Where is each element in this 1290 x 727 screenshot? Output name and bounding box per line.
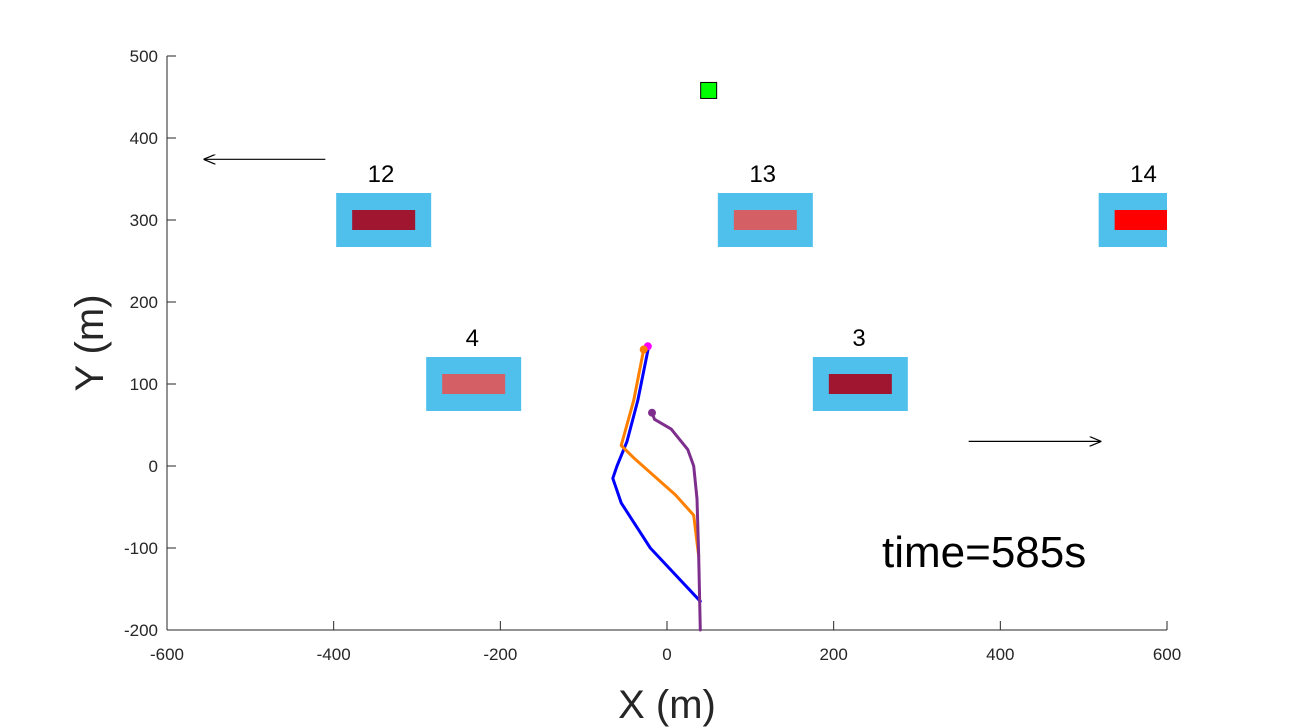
y-tick-label: 100: [130, 375, 158, 394]
x-tick-label: -600: [150, 645, 184, 664]
y-tick-label: 0: [149, 457, 158, 476]
zone-inner: [733, 210, 797, 230]
x-tick-label: 200: [819, 645, 847, 664]
zone-label: 14: [1130, 161, 1157, 188]
zone-inner: [828, 374, 892, 394]
zone-inner: [352, 210, 416, 230]
trajectory-end-marker: [648, 408, 656, 417]
time-annotation: time=585s: [882, 528, 1086, 577]
trajectory-line: [619, 348, 701, 558]
x-tick-label: 600: [1153, 645, 1181, 664]
zones: [336, 193, 1167, 411]
y-tick-label: -100: [124, 539, 158, 558]
x-tick-label: -200: [483, 645, 517, 664]
zone-inner: [442, 374, 506, 394]
trajectory-end-marker: [639, 345, 648, 354]
zone-label: 13: [749, 161, 776, 188]
y-tick-label: 300: [130, 211, 158, 230]
zone-label: 12: [368, 161, 395, 188]
y-tick-label: 200: [130, 293, 158, 312]
y-tick-label: -200: [124, 621, 158, 640]
y-tick-label: 500: [130, 47, 158, 66]
target-marker: [700, 81, 718, 99]
zone-inner: [1114, 210, 1167, 230]
x-tick-label: -400: [317, 645, 351, 664]
y-axis-title: Y (m): [68, 294, 112, 391]
zone-label: 4: [466, 325, 479, 352]
y-tick-label: 400: [130, 129, 158, 148]
x-axis-title: X (m): [618, 683, 716, 727]
series: [611, 344, 702, 632]
trajectory-line: [611, 344, 702, 603]
axes: -600 -400 -200 0 200 400 600 -200 -100 0 100 200 300…: [124, 47, 1181, 664]
trajectory-line: [650, 411, 702, 632]
x-tick-label: 400: [986, 645, 1014, 664]
arrows: [205, 159, 1101, 441]
x-tick-label: 0: [662, 645, 671, 664]
zone-label: 3: [852, 325, 865, 352]
markers: [639, 81, 718, 417]
